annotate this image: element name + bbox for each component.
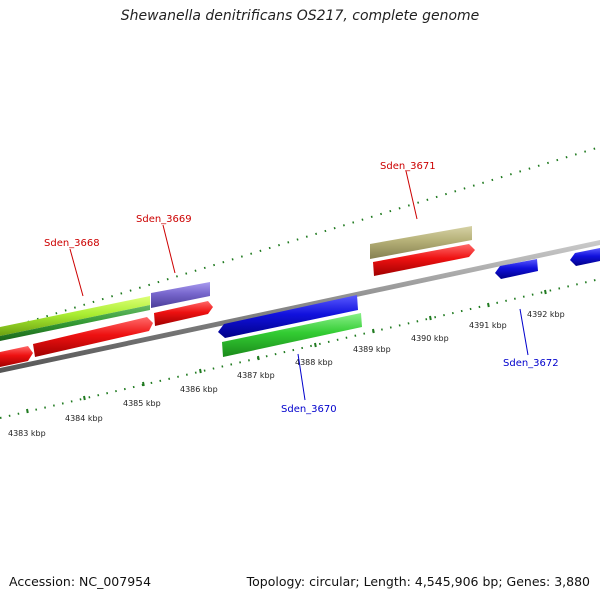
lower-major-ticks [26, 289, 547, 414]
forward-features[interactable] [0, 244, 475, 367]
lower-tick-track [0, 278, 600, 419]
gene-label-sden-3671[interactable]: Sden_3671 [380, 161, 436, 172]
gene-label-sden-3669[interactable]: Sden_3669 [136, 214, 192, 225]
gene-track[interactable] [0, 226, 472, 341]
kbp-label: 4385 kbp [123, 399, 161, 408]
cds-blue-feature[interactable] [570, 248, 600, 266]
kbp-label: 4390 kbp [411, 334, 449, 343]
gene-label-sden-3668[interactable]: Sden_3668 [44, 238, 100, 249]
kbp-label: 4389 kbp [353, 345, 391, 354]
kbp-label: 4383 kbp [8, 429, 46, 438]
gene-olive-feature[interactable] [370, 226, 472, 259]
cds-red-feature[interactable] [373, 244, 475, 276]
gene-green-feature[interactable] [222, 313, 362, 357]
gene-darkgreen-feature[interactable] [0, 305, 150, 341]
cds-red-feature[interactable] [0, 346, 33, 367]
gene-purple-feature[interactable] [151, 282, 210, 308]
kbp-label: 4386 kbp [180, 385, 218, 394]
kbp-label: 4391 kbp [469, 321, 507, 330]
reverse-features[interactable] [218, 248, 600, 338]
genome-summary-text: Topology: circular; Length: 4,545,906 bp… [246, 574, 590, 589]
cds-red-feature[interactable] [33, 317, 153, 357]
gene-lime-feature[interactable] [0, 296, 150, 336]
cds-blue-feature[interactable] [495, 259, 538, 279]
cds-blue-feature[interactable] [218, 295, 358, 338]
accession-text: Accession: NC_007954 [9, 574, 152, 589]
kbp-label: 4387 kbp [237, 371, 275, 380]
kbp-label: 4384 kbp [65, 414, 103, 423]
kbp-labels: 4383 kbp 4384 kbp 4385 kbp 4386 kbp 4387… [8, 310, 565, 438]
kbp-label: 4392 kbp [527, 310, 565, 319]
kbp-label: 4388 kbp [295, 358, 333, 367]
gene-label-sden-3672[interactable]: Sden_3672 [503, 358, 559, 369]
label-leaders [69, 170, 529, 401]
cds-red-feature[interactable] [154, 301, 213, 326]
gene-green-track[interactable] [222, 313, 362, 357]
gene-label-sden-3670[interactable]: Sden_3670 [281, 404, 337, 415]
page-title: Shewanella denitrificans OS217, complete… [120, 8, 480, 24]
genome-backbone [0, 240, 600, 373]
